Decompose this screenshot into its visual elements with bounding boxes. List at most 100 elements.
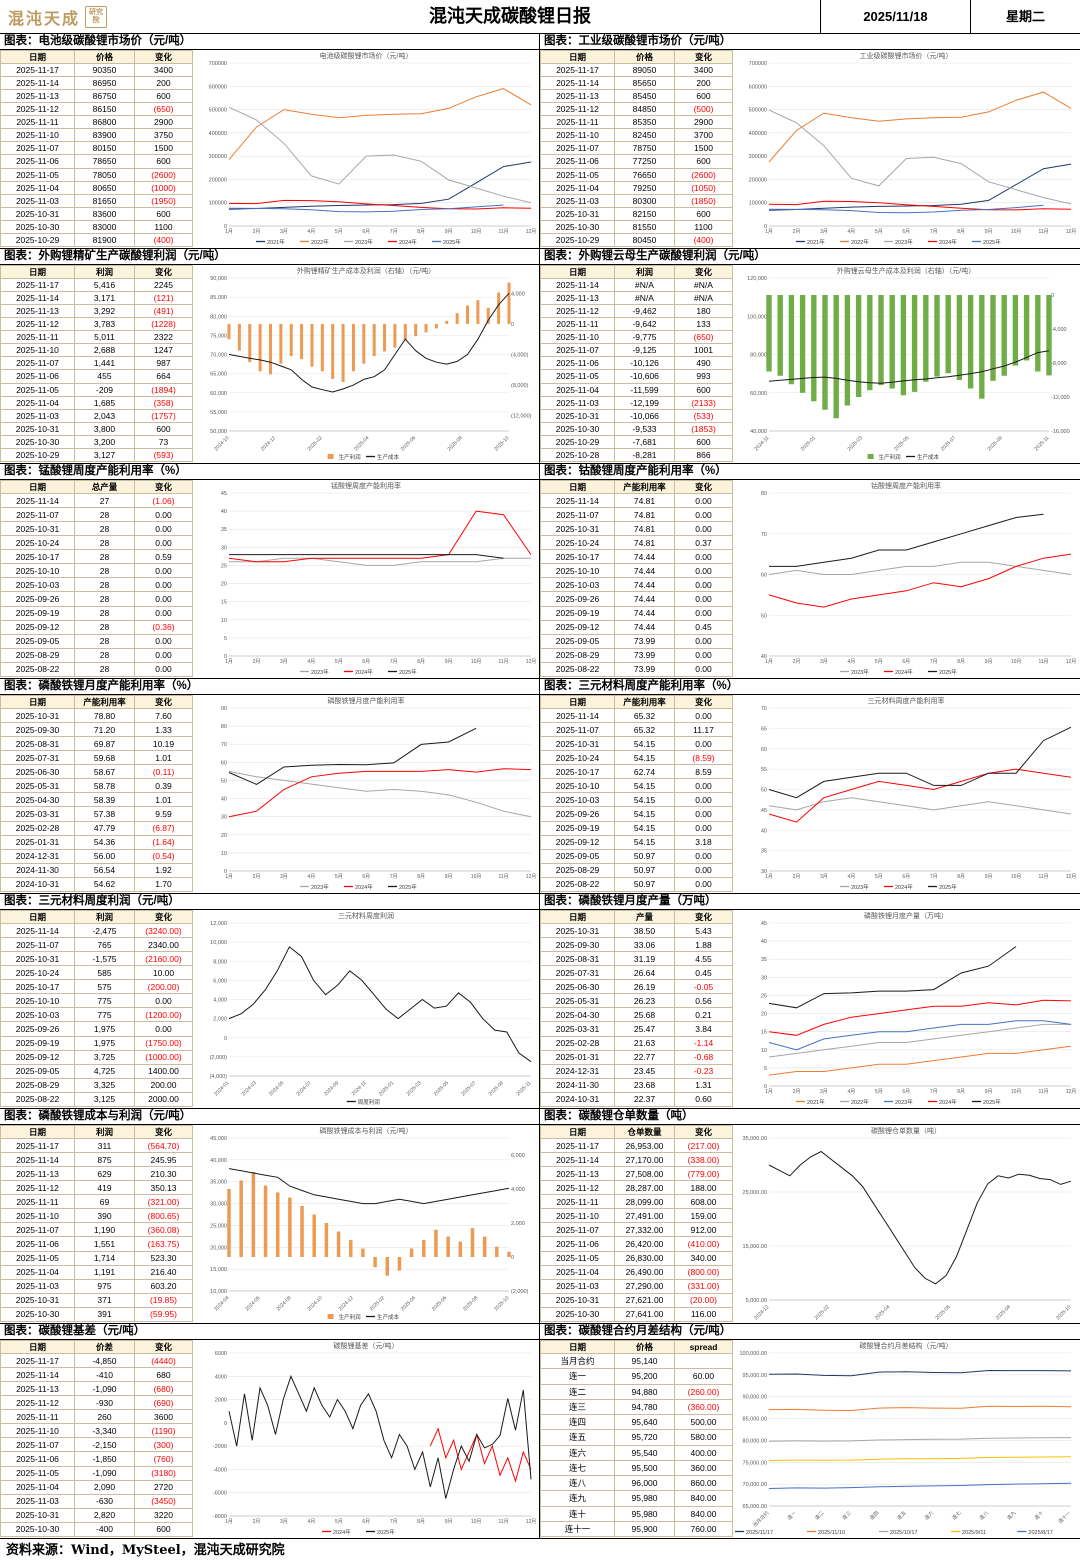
report-panel: 图表：磷酸铁锂成本与利润（元/吨） 日期 利润 变化 2025-11-17 311 (5…: [0, 1109, 540, 1324]
table-row: 2025-10-28 -8,281 866: [540, 447, 733, 463]
table-cell: 2024-10-31: [540, 1091, 615, 1108]
table-cell: 3400: [134, 62, 193, 78]
svg-text:100000: 100000: [749, 201, 767, 207]
table-row: 2025-08-29 50.97 0.00: [540, 862, 733, 878]
table-cell: (3450): [134, 1493, 193, 1509]
table-row: 2025-11-11 69 (321.00): [0, 1194, 193, 1210]
table-row: 2025-08-22 3,125 2000.00: [0, 1091, 193, 1108]
table-cell: 86750: [74, 89, 135, 104]
svg-text:碳酸锂合约月差结构（元/吨）: 碳酸锂合约月差结构（元/吨）: [860, 1341, 953, 1350]
table-cell: 28: [74, 661, 135, 678]
table-row: 2025-11-11 86800 2900: [0, 115, 193, 130]
table-cell: 27: [74, 492, 135, 509]
table-row: 2025-11-17 89050 3400: [540, 62, 733, 78]
table-cell: -12,199: [614, 395, 675, 410]
table-cell: 28: [74, 535, 135, 551]
svg-text:90: 90: [221, 706, 227, 712]
table-cell: 2025-08-22: [0, 661, 75, 678]
panel-body: 日期 价差 变化 2025-11-17 -4,850 (4440) 2025-11-14-…: [0, 1340, 539, 1538]
table-row: 2025-11-06 78650 600: [0, 154, 193, 169]
table-row: 连二 94,880 (260.00): [540, 1383, 733, 1400]
table-row: 2025-09-12 54.15 3.18: [540, 834, 733, 850]
svg-text:4月: 4月: [847, 229, 855, 235]
table-cell: 56.00: [74, 848, 135, 864]
table-row: 2025-11-05 76650 (2600): [540, 167, 733, 182]
svg-text:0: 0: [224, 869, 227, 875]
panel-title: 图表：外购锂云母生产碳酸锂利润（元/吨）: [540, 249, 1080, 265]
report-panel: 图表：三元材料周度产能利用率（%） 日期 产能利用率 变化 2025-11-14 65…: [540, 679, 1080, 894]
table-cell: 993: [674, 369, 733, 384]
svg-text:2024-03: 2024-03: [241, 1080, 258, 1097]
svg-text:2025-09: 2025-09: [987, 435, 1004, 452]
table-cell: 0.59: [134, 549, 193, 565]
table-cell: 1,714: [74, 1250, 135, 1266]
table-cell: 58.78: [74, 778, 135, 794]
table-row: 2025-11-03 975 603.20: [0, 1278, 193, 1294]
svg-text:2024年: 2024年: [399, 238, 417, 246]
table-cell: 3,171: [74, 291, 135, 306]
table-cell: 2025-10-31: [540, 922, 615, 939]
table-cell: 4,725: [74, 1063, 135, 1079]
table-header-row: 日期 总产量 变化: [0, 480, 193, 494]
table-cell: 0.00: [674, 806, 733, 822]
panel-body: 日期 产能利用率 变化 2025-11-14 74.81 0.00 2025-11-07 7…: [540, 480, 1080, 678]
table-cell: 2025-10-03: [0, 1007, 75, 1023]
svg-text:2023年: 2023年: [311, 883, 329, 891]
table-row: 2025-11-11 85350 2900: [540, 115, 733, 130]
table-cell: 2025-10-17: [540, 549, 615, 565]
table-cell: 25.47: [614, 1021, 675, 1037]
svg-text:2023年: 2023年: [895, 238, 913, 246]
table-row: 2025-11-03 2,043 (1757): [0, 408, 193, 423]
svg-text:连十一: 连十一: [1057, 1509, 1073, 1525]
table-row: 2025-11-10 -3,340 (1190): [0, 1423, 193, 1439]
chart: 三元材料周度产能利用率 30 35 40 45 50 55 60 65 70 1月 2月 3月 4月 5月 6…: [733, 695, 1080, 892]
table-header-row: 日期 产能利用率 变化: [0, 695, 193, 709]
table-cell: 575: [74, 979, 135, 995]
table-cell: 2025-11-14: [0, 1152, 75, 1168]
table-row: 2025-10-30 27,641.00 116.00: [540, 1306, 733, 1323]
table-cell: 2025-10-31: [0, 521, 75, 537]
table-cell: 74.44: [614, 605, 675, 621]
table-header-row: 日期 利润 变化: [0, 1125, 193, 1139]
svg-text:生产利润: 生产利润: [879, 453, 902, 461]
table-cell: (650): [674, 330, 733, 345]
report-date: 2025/11/18: [820, 0, 970, 33]
svg-text:300000: 300000: [749, 154, 767, 160]
svg-text:90,000: 90,000: [210, 276, 227, 282]
table-cell: 28: [74, 605, 135, 621]
table-cell: 664: [134, 369, 193, 384]
table-cell: 65.32: [614, 707, 675, 724]
svg-text:4月: 4月: [307, 229, 315, 235]
table-row: 2025-11-05 -10,606 993: [540, 369, 733, 384]
table-cell: 1,975: [74, 1021, 135, 1037]
svg-text:25: 25: [221, 563, 227, 569]
svg-text:500000: 500000: [209, 108, 227, 114]
svg-text:(12,000): (12,000): [511, 414, 532, 420]
table-row: 2025-10-03 74.44 0.00: [540, 577, 733, 593]
chart-canvas: 磷酸铁锂月度产量（万吨） 0 5 10 15 20 25 30 35 40 45 1月 2月 3月 4月 5月…: [761, 911, 1076, 1106]
table-cell: (533): [674, 408, 733, 423]
table-cell: 2025-04-30: [0, 792, 75, 808]
table-cell: 76650: [614, 167, 675, 182]
table-cell: 54.15: [614, 778, 675, 794]
table-cell: 2025-11-05: [540, 369, 615, 384]
table-cell: -630: [74, 1493, 135, 1509]
table-cell: 0.00: [674, 778, 733, 794]
table-cell: 28: [74, 619, 135, 635]
svg-text:6月: 6月: [362, 659, 370, 665]
svg-text:2024-01: 2024-01: [213, 1080, 230, 1097]
table-row: 2025-11-14 85650 200: [540, 76, 733, 91]
table-cell: 1247: [134, 343, 193, 358]
table-cell: 2025-11-17: [540, 62, 615, 78]
table-cell: 159.00: [674, 1208, 733, 1224]
table-cell: 600: [134, 154, 193, 169]
svg-text:50: 50: [761, 788, 767, 794]
table-cell: 2025-10-29: [0, 232, 75, 248]
svg-text:20: 20: [221, 833, 227, 839]
svg-text:3月: 3月: [280, 874, 288, 880]
table-cell: (8.59): [674, 750, 733, 766]
table-cell: 0.00: [674, 507, 733, 523]
svg-text:2024年: 2024年: [333, 1528, 351, 1536]
svg-text:1月: 1月: [225, 874, 233, 880]
svg-text:2025-02: 2025-02: [814, 1304, 831, 1321]
